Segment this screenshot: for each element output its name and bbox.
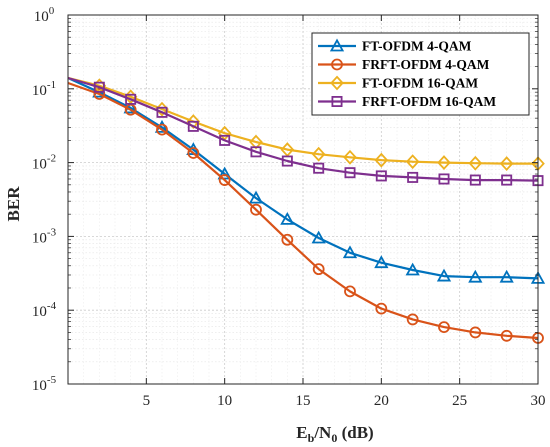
data-point-frft-ofdm-4-qam [281, 233, 294, 246]
data-point-frft-ofdm-4-qam [406, 313, 419, 326]
y-tick-label: 10-4 [32, 300, 57, 320]
data-point-ft-ofdm-16-qam [249, 134, 263, 150]
data-point-frft-ofdm-16-qam [438, 173, 450, 185]
legend-marker-ft-ofdm-4-qam [329, 38, 345, 52]
series-ft-ofdm-16-qam [67, 76, 545, 172]
data-point-ft-ofdm-4-qam [374, 255, 389, 269]
data-point-ft-ofdm-4-qam [217, 166, 232, 180]
legend-label-frft-ofdm-16-qam: FRFT-OFDM 16-QAM [362, 94, 496, 109]
data-point-frft-ofdm-16-qam [125, 93, 137, 105]
series-ft-ofdm-4-qam [67, 76, 546, 284]
data-point-frft-ofdm-16-qam [469, 174, 481, 186]
x-tick-label: 25 [452, 393, 467, 409]
data-point-frft-ofdm-4-qam [156, 123, 168, 136]
data-point-frft-ofdm-16-qam [187, 120, 199, 132]
data-point-frft-ofdm-4-qam [469, 326, 482, 339]
legend: FT-OFDM 4-QAM FRFT-OFDM 4-QAM FT-OFDM 16-Q… [311, 32, 530, 116]
legend-marker-frft-ofdm-16-qam [331, 96, 343, 108]
data-point-frft-ofdm-4-qam [250, 203, 262, 216]
series-line-ft-ofdm-16-qam [67, 76, 538, 165]
y-tick-labels: 10-5 10-4 10-3 10-2 10-1 100 [32, 5, 57, 394]
data-point-frft-ofdm-16-qam [156, 106, 168, 118]
data-point-ft-ofdm-4-qam [311, 230, 326, 244]
data-point-ft-ofdm-4-qam [436, 268, 452, 282]
data-point-ft-ofdm-16-qam [468, 155, 483, 171]
legend-item-frft-ofdm-16-qam: FRFT-OFDM 16-QAM [318, 94, 496, 109]
legend-item-ft-ofdm-16-qam: FT-OFDM 16-QAM [318, 76, 478, 91]
data-point-frft-ofdm-4-qam [375, 302, 388, 315]
data-point-frft-ofdm-16-qam [407, 171, 419, 183]
data-point-frft-ofdm-16-qam [219, 134, 231, 146]
data-point-frft-ofdm-16-qam [313, 162, 325, 174]
x-tick-label: 5 [143, 393, 151, 409]
legend-items: FT-OFDM 4-QAM FRFT-OFDM 4-QAM FT-OFDM 16-Q… [318, 39, 496, 109]
legend-item-ft-ofdm-4-qam: FT-OFDM 4-QAM [318, 39, 472, 54]
data-point-ft-ofdm-4-qam [405, 262, 420, 276]
data-point-ft-ofdm-16-qam [186, 114, 201, 129]
series-frft-ofdm-4-qam [67, 81, 544, 344]
y-tick-label: 10-2 [32, 153, 56, 173]
data-point-frft-ofdm-16-qam [344, 167, 356, 179]
x-tick-labels: 5 10 15 20 25 30 [143, 393, 546, 409]
data-point-frft-ofdm-16-qam [250, 146, 262, 158]
data-point-ft-ofdm-16-qam [374, 152, 389, 168]
y-tick-label: 10-5 [32, 374, 57, 394]
y-axis-title: BER [4, 186, 23, 222]
data-point-ft-ofdm-4-qam [499, 269, 514, 283]
series-line-frft-ofdm-4-qam [67, 81, 539, 340]
series-line-ft-ofdm-4-qam [67, 76, 539, 280]
data-point-ft-ofdm-16-qam [343, 149, 357, 165]
y-tick-label: 10-3 [32, 226, 57, 246]
x-tick-label: 15 [296, 393, 311, 409]
data-point-ft-ofdm-4-qam [468, 269, 483, 283]
data-point-ft-ofdm-16-qam [437, 155, 451, 171]
legend-label-frft-ofdm-4-qam: FRFT-OFDM 4-QAM [362, 57, 490, 72]
data-point-frft-ofdm-4-qam [93, 88, 106, 100]
legend-label-ft-ofdm-16-qam: FT-OFDM 16-QAM [362, 76, 478, 91]
data-point-frft-ofdm-4-qam [500, 329, 513, 342]
legend-marker-frft-ofdm-4-qam [331, 58, 343, 71]
x-axis-title: Eb/N0 (dB) [296, 423, 373, 445]
data-point-frft-ofdm-16-qam [281, 155, 293, 167]
legend-item-frft-ofdm-4-qam: FRFT-OFDM 4-QAM [318, 57, 490, 72]
data-point-ft-ofdm-4-qam [248, 190, 264, 204]
data-point-frft-ofdm-4-qam [187, 147, 200, 159]
data-point-frft-ofdm-4-qam [218, 174, 231, 186]
legend-label-ft-ofdm-4-qam: FT-OFDM 4-QAM [362, 39, 472, 54]
data-point-ft-ofdm-4-qam [342, 245, 358, 259]
data-point-frft-ofdm-4-qam [312, 263, 325, 276]
axis-ticks [68, 14, 539, 385]
legend-marker-ft-ofdm-16-qam [330, 75, 344, 91]
y-tick-label: 10-1 [32, 79, 56, 99]
data-point-frft-ofdm-16-qam [375, 170, 387, 182]
y-tick-label: 100 [34, 5, 55, 25]
data-point-frft-ofdm-4-qam [438, 321, 450, 334]
series-line-frft-ofdm-16-qam [67, 76, 539, 182]
data-point-ft-ofdm-4-qam [280, 211, 295, 225]
x-tick-label: 20 [374, 393, 389, 409]
series-layer [67, 76, 546, 344]
data-point-frft-ofdm-4-qam [344, 285, 356, 298]
data-point-ft-ofdm-16-qam [311, 146, 326, 162]
data-point-ft-ofdm-16-qam [405, 154, 420, 170]
data-point-frft-ofdm-16-qam [93, 81, 105, 93]
x-tick-label: 30 [531, 393, 546, 409]
data-point-frft-ofdm-16-qam [501, 174, 513, 186]
data-point-ft-ofdm-16-qam [499, 156, 514, 172]
x-tick-label: 10 [217, 393, 232, 409]
